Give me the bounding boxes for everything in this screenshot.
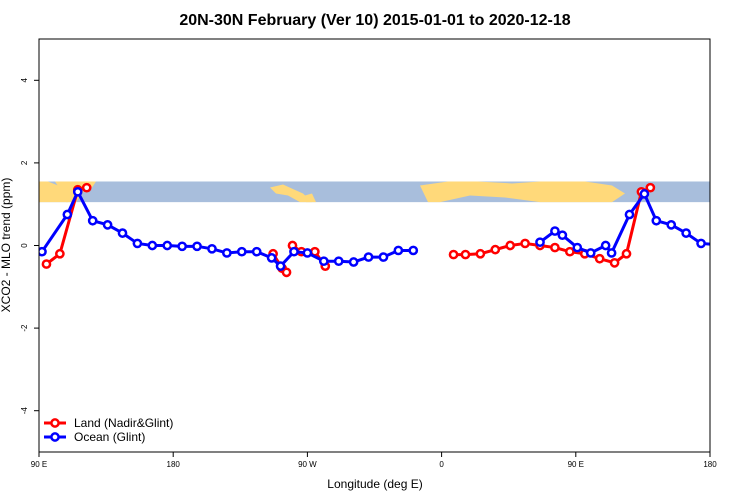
series-ocean-point: [117, 228, 128, 238]
series-ocean-point: [39, 246, 47, 257]
series-land-point: [594, 253, 605, 264]
series-land-point: [81, 182, 92, 193]
series-ocean-point: [572, 242, 583, 253]
series-ocean-point: [550, 226, 560, 236]
series-ocean-point: [318, 256, 329, 267]
series-land-point: [448, 249, 459, 260]
series-ocean-point: [585, 248, 596, 258]
series-ocean: [39, 186, 734, 271]
series-ocean-point: [651, 215, 662, 226]
series-land-point: [460, 249, 471, 260]
x-tick-label: 0: [439, 460, 444, 469]
series-ocean-point: [275, 261, 286, 271]
series-ocean-point: [606, 248, 617, 258]
legend-item: Ocean (Glint): [44, 430, 145, 444]
y-axis-label: XCO2 - MLO trend (ppm): [0, 178, 13, 313]
x-axis-label: Longitude (deg E): [327, 477, 422, 491]
series-ocean-point: [102, 220, 113, 230]
y-tick-label: -2: [20, 324, 29, 332]
series-ocean-point: [289, 246, 299, 257]
series-land-point: [490, 244, 501, 255]
series-ocean-point: [62, 209, 73, 220]
series-land-point: [550, 242, 560, 253]
y-tick-label: 4: [20, 78, 29, 83]
series-ocean-point: [192, 241, 202, 252]
x-tick-label: 180: [703, 460, 717, 469]
series-land-point: [564, 246, 575, 257]
series-ocean-point: [535, 237, 545, 248]
series-ocean-point: [378, 252, 389, 262]
legend-label: Land (Nadir&Glint): [74, 416, 173, 430]
y-tick-label: 2: [20, 160, 29, 165]
series-layer: [39, 182, 734, 278]
series-ocean-point: [87, 215, 98, 226]
legend-swatch-point: [50, 432, 60, 442]
series-ocean-point: [302, 248, 313, 258]
series-ocean-point: [363, 252, 374, 262]
series-ocean-point: [408, 245, 419, 256]
series-ocean-point: [222, 248, 232, 258]
series-ocean-point: [727, 242, 734, 249]
series-ocean-point: [681, 228, 691, 238]
x-tick-label: 90 W: [298, 460, 317, 469]
chart-title: 20N-30N February (Ver 10) 2015-01-01 to …: [179, 12, 570, 29]
map-land-shape: [305, 193, 316, 203]
series-ocean-point: [72, 186, 83, 197]
series-ocean-point: [236, 246, 247, 257]
series-ocean-point: [162, 240, 173, 251]
series-land-point: [55, 248, 65, 259]
series-ocean-point: [333, 256, 344, 267]
series-ocean-point: [639, 189, 650, 199]
series-ocean-point: [266, 253, 277, 263]
x-tick-label: 90 E: [31, 460, 47, 469]
map-land-shape: [39, 181, 68, 203]
series-ocean-point: [600, 240, 611, 251]
x-tick-label: 180: [167, 460, 181, 469]
series-land-point: [475, 248, 486, 259]
series-land-point: [609, 257, 620, 268]
series-ocean-point: [251, 246, 262, 257]
series-ocean-point: [696, 238, 706, 249]
series-land-point: [41, 259, 52, 269]
x-axis: 90 E 180 90 W 0 90 E 180: [31, 452, 717, 469]
series-ocean-point: [393, 245, 404, 256]
series-land-point: [621, 248, 632, 259]
series-land-point: [520, 238, 530, 249]
legend-item: Land (Nadir&Glint): [44, 416, 173, 430]
world-map-band: [39, 181, 710, 203]
legend-swatch-point: [50, 418, 60, 428]
series-ocean-point: [207, 243, 217, 254]
series-ocean-point: [712, 241, 719, 248]
series-ocean-point: [557, 230, 568, 241]
series-land-point: [645, 182, 656, 193]
map-land-shape: [270, 184, 312, 203]
y-axis: -4 -2 0 2 4: [20, 78, 39, 415]
series-ocean-point: [348, 257, 359, 267]
series-ocean-point: [666, 220, 677, 230]
series-ocean-point: [147, 240, 158, 251]
series-land-point: [505, 240, 516, 251]
y-tick-label: -4: [20, 407, 29, 415]
series-land-point: [281, 267, 292, 278]
series-ocean-point: [132, 238, 143, 249]
series-ocean-point: [624, 209, 635, 220]
series-ocean-point: [177, 241, 187, 252]
x-tick-label: 90 E: [568, 460, 584, 469]
legend-label: Ocean (Glint): [74, 430, 145, 444]
legend: Land (Nadir&Glint)Ocean (Glint): [44, 416, 173, 444]
y-tick-label: 0: [20, 243, 29, 248]
map-land-shape: [516, 187, 536, 198]
